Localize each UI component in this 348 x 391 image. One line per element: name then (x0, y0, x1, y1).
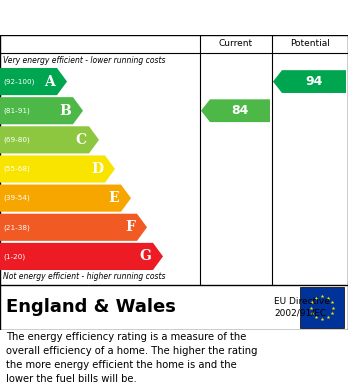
Text: C: C (76, 133, 87, 147)
Polygon shape (0, 156, 115, 183)
Text: E: E (108, 191, 119, 205)
Text: England & Wales: England & Wales (6, 298, 176, 316)
Polygon shape (0, 214, 147, 241)
Polygon shape (0, 185, 131, 212)
Text: Energy Efficiency Rating: Energy Efficiency Rating (9, 10, 230, 25)
Text: (21-38): (21-38) (3, 224, 30, 231)
Bar (300, 287, 344, 328)
Text: Very energy efficient - lower running costs: Very energy efficient - lower running co… (3, 56, 166, 65)
Text: G: G (139, 249, 151, 264)
Text: (39-54): (39-54) (3, 195, 30, 201)
Text: (92-100): (92-100) (3, 78, 34, 85)
Text: Current: Current (219, 39, 253, 48)
Text: (1-20): (1-20) (3, 253, 25, 260)
Polygon shape (0, 126, 99, 153)
Text: 94: 94 (305, 75, 323, 88)
Text: 84: 84 (231, 104, 249, 117)
Polygon shape (273, 70, 346, 93)
Polygon shape (0, 68, 67, 95)
Text: D: D (91, 162, 103, 176)
Text: EU Directive
2002/91/EC: EU Directive 2002/91/EC (274, 297, 330, 318)
Polygon shape (201, 99, 270, 122)
Text: Not energy efficient - higher running costs: Not energy efficient - higher running co… (3, 272, 166, 281)
Text: (81-91): (81-91) (3, 108, 30, 114)
Text: The energy efficiency rating is a measure of the
overall efficiency of a home. T: The energy efficiency rating is a measur… (6, 332, 258, 384)
Text: Potential: Potential (290, 39, 330, 48)
Text: A: A (44, 75, 55, 89)
Text: (69-80): (69-80) (3, 136, 30, 143)
Polygon shape (0, 243, 163, 270)
Text: F: F (125, 220, 135, 234)
Polygon shape (0, 97, 83, 124)
Text: (55-68): (55-68) (3, 166, 30, 172)
Text: B: B (59, 104, 71, 118)
